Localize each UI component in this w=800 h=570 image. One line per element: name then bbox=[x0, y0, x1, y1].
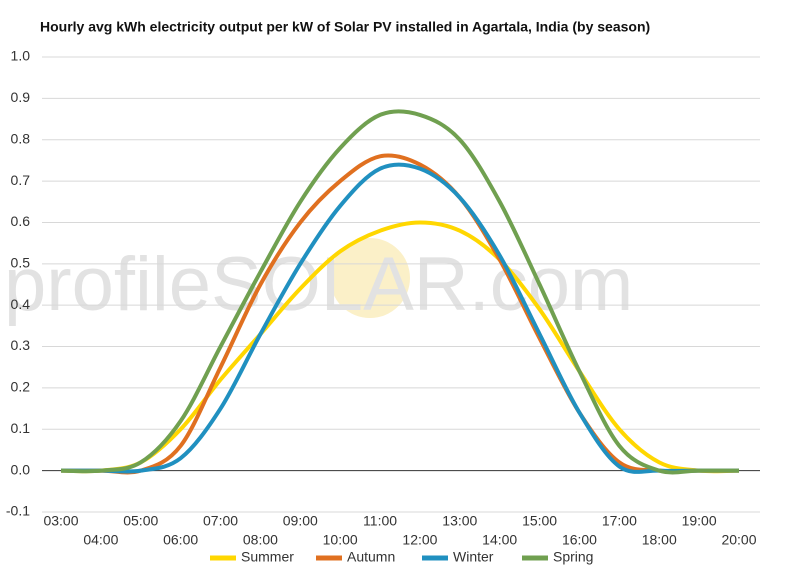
x-tick-label: 15:00 bbox=[522, 513, 557, 529]
y-tick-label: 0.3 bbox=[11, 337, 31, 353]
x-tick-label: 20:00 bbox=[721, 532, 756, 548]
x-tick-label: 03:00 bbox=[43, 513, 78, 529]
series-line bbox=[60, 153, 739, 475]
y-tick-label: 0.7 bbox=[11, 172, 31, 188]
x-tick-label: 09:00 bbox=[283, 513, 318, 529]
y-tick-label: 0.5 bbox=[11, 255, 31, 271]
x-tick-label: 06:00 bbox=[163, 532, 198, 548]
series-line bbox=[60, 220, 740, 474]
x-tick-label: 17:00 bbox=[602, 513, 637, 529]
x-tick-label: 11:00 bbox=[363, 513, 397, 529]
y-tick-label: 0.2 bbox=[11, 379, 31, 395]
x-tick-label: 04:00 bbox=[83, 532, 118, 548]
x-tick-label: 05:00 bbox=[123, 513, 158, 529]
x-tick-label: 13:00 bbox=[442, 513, 477, 529]
x-tick-label: 16:00 bbox=[562, 532, 597, 548]
x-tick-label: 18:00 bbox=[642, 532, 677, 548]
legend-label: Summer bbox=[241, 549, 294, 565]
x-tick-label: 08:00 bbox=[243, 532, 278, 548]
chart-title: Hourly avg kWh electricity output per kW… bbox=[40, 19, 650, 35]
series-line bbox=[60, 109, 739, 475]
x-tick-label: 14:00 bbox=[482, 532, 517, 548]
y-tick-label: 0.1 bbox=[11, 420, 31, 436]
series-line bbox=[60, 162, 739, 474]
x-tick-label: 12:00 bbox=[402, 532, 437, 548]
y-tick-label: 0.0 bbox=[11, 461, 31, 477]
legend-label: Spring bbox=[553, 549, 593, 565]
legend-label: Autumn bbox=[347, 549, 395, 565]
y-tick-label: -0.1 bbox=[6, 503, 30, 519]
x-tick-label: 07:00 bbox=[203, 513, 238, 529]
x-tick-label: 10:00 bbox=[323, 532, 358, 548]
y-tick-label: 0.4 bbox=[11, 296, 31, 312]
y-tick-label: 0.9 bbox=[11, 89, 31, 105]
legend-label: Winter bbox=[453, 549, 494, 565]
x-tick-label: 19:00 bbox=[682, 513, 717, 529]
y-tick-label: 0.8 bbox=[11, 130, 31, 146]
watermark-sun bbox=[330, 238, 410, 318]
y-tick-label: 1.0 bbox=[11, 48, 31, 64]
y-tick-label: 0.6 bbox=[11, 213, 31, 229]
